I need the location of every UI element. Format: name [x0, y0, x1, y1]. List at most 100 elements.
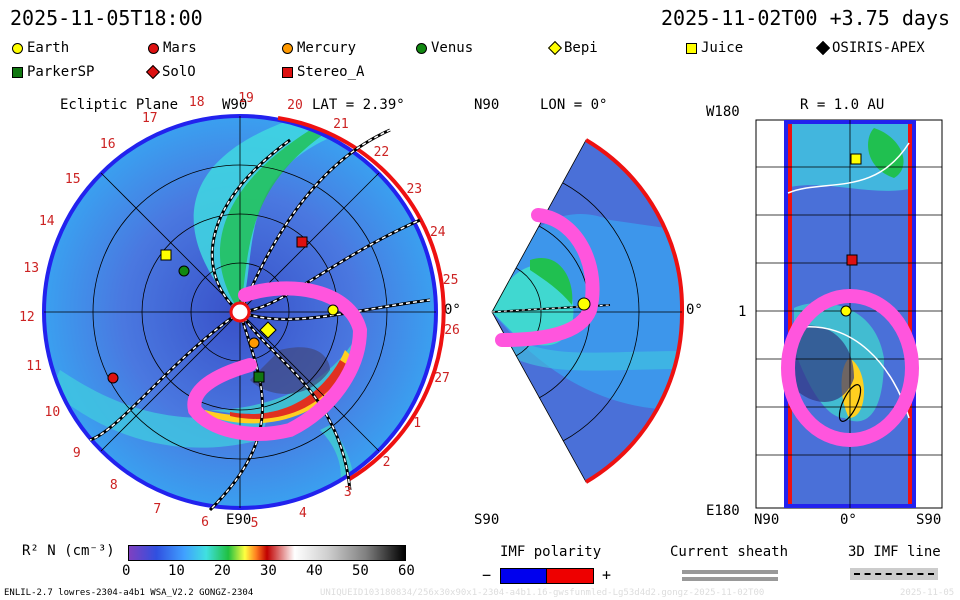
colorbar-tick-label: 60	[398, 563, 415, 579]
ecliptic-tick-label: 18	[188, 95, 205, 111]
ecliptic-tick-label: 22	[373, 144, 390, 160]
meridional-lon: LON = 0°	[540, 97, 608, 113]
parkersp-marker	[253, 371, 265, 383]
imf-positive-swatch	[546, 568, 594, 584]
ecliptic-tick-label: 19	[238, 91, 254, 107]
ecliptic-tick-label: 3	[343, 485, 352, 501]
meridional-top-label: N90	[474, 97, 500, 113]
ecliptic-tick-label: 26	[444, 322, 460, 338]
earth-marker-meridional	[577, 297, 591, 311]
colorbar-label: R² N (cm⁻³)	[22, 543, 115, 559]
ecliptic-tick-label: 27	[434, 370, 450, 386]
legend-item-bepi: Bepi	[547, 40, 598, 56]
ecliptic-plane-plot	[42, 114, 446, 512]
legend-label: Venus	[431, 40, 474, 56]
square-marker-icon	[12, 66, 23, 78]
diamond-marker-icon	[547, 40, 563, 56]
ecliptic-lat: LAT = 2.39°	[312, 97, 405, 113]
ecliptic-tick-label: 7	[153, 501, 162, 517]
footer-run-id: UNIQUEID103180834/256x30x90x1-2304-a4b1.…	[320, 588, 765, 598]
colorbar-tick-label: 10	[168, 563, 185, 579]
legend-label: Bepi	[564, 40, 598, 56]
ecliptic-bottom-label: E90	[226, 512, 252, 528]
timestamp-right: 2025-11-02T00 +3.75 days	[661, 6, 950, 30]
circle-marker-icon	[282, 42, 293, 54]
imf-negative-swatch	[500, 568, 548, 584]
imf-plus: +	[602, 566, 612, 584]
ecliptic-right-label: 0°	[444, 302, 461, 318]
stereo-a-marker-radial	[846, 254, 858, 266]
legend-label: OSIRIS-APEX	[832, 40, 925, 56]
earth-marker	[327, 304, 339, 316]
meridional-right-label: 0°	[686, 302, 703, 318]
stereo-a-marker	[296, 236, 308, 248]
legend-item-mercury: Mercury	[282, 40, 356, 56]
ecliptic-tick-label: 20	[287, 98, 303, 114]
legend-item-earth: Earth	[12, 40, 69, 56]
radial-top-label: W180	[706, 104, 740, 120]
ecliptic-top-label: W90	[222, 97, 248, 113]
ecliptic-tick-label: 5	[250, 516, 259, 532]
ecliptic-tick-label: 17	[141, 110, 158, 126]
density-colorbar	[128, 545, 406, 561]
earth-marker-radial	[840, 305, 852, 317]
ecliptic-tick-label: 10	[44, 405, 61, 421]
legend-label: Earth	[27, 40, 70, 56]
juice-marker-radial	[850, 153, 862, 165]
timestamp-left: 2025-11-05T18:00	[10, 6, 203, 30]
radial-bottom-label: E180	[706, 503, 740, 519]
legend-label: ParkerSP	[27, 64, 95, 80]
bepi-marker	[259, 321, 277, 339]
diamond-marker-icon	[145, 64, 161, 80]
ecliptic-tick-label: 23	[406, 181, 423, 197]
legend-label: Mars	[163, 40, 197, 56]
square-marker-icon	[282, 66, 293, 78]
radial-plot	[755, 119, 943, 509]
meridional-bottom-label: S90	[474, 512, 500, 528]
legend-label: Mercury	[297, 40, 357, 56]
imf-line-swatch	[850, 568, 938, 580]
circle-marker-icon	[148, 42, 159, 54]
ecliptic-title: Ecliptic Plane	[60, 97, 179, 113]
imf-polarity-title: IMF polarity	[500, 544, 602, 560]
current-sheath-title: Current sheath	[670, 544, 789, 560]
circle-marker-icon	[12, 42, 23, 54]
imf-minus: −	[482, 566, 492, 584]
colorbar-tick-label: 50	[352, 563, 369, 579]
ecliptic-tick-label: 21	[333, 116, 349, 132]
current-sheath-swatch-1	[682, 570, 778, 574]
ecliptic-tick-label: 6	[201, 514, 209, 530]
meridional-plot	[491, 138, 685, 484]
radial-x-mid: 0°	[840, 512, 857, 528]
ecliptic-tick-label: 24	[429, 225, 446, 241]
radial-r-label: R = 1.0 AU	[800, 97, 885, 113]
ecliptic-tick-label: 2	[382, 454, 391, 470]
cme-highlight-meridional	[495, 208, 600, 347]
legend-item-juice: Juice	[686, 40, 743, 56]
circle-marker-icon	[416, 42, 427, 54]
ecliptic-tick-label: 8	[109, 478, 118, 494]
legend-label: Stereo_A	[297, 64, 365, 80]
colorbar-tick-label: 30	[260, 563, 277, 579]
ecliptic-tick-label: 14	[38, 213, 55, 229]
ecliptic-tick-label: 25	[442, 273, 459, 289]
mercury-marker	[248, 337, 260, 349]
venus-marker	[178, 265, 190, 277]
legend-label: Juice	[701, 40, 744, 56]
cme-highlight-radial	[781, 289, 919, 447]
sun-marker	[229, 301, 251, 323]
ecliptic-tick-label: 13	[23, 260, 40, 276]
legend-item-solo: SolO	[145, 64, 196, 80]
diamond-marker-icon	[815, 40, 831, 56]
ecliptic-tick-label: 15	[64, 171, 81, 187]
radial-x-right: S90	[916, 512, 942, 528]
footer-model: ENLIL-2.7 lowres-2304-a4b1 WSA_V2.2 GONG…	[4, 588, 254, 598]
ecliptic-tick-label: 11	[26, 359, 42, 375]
legend-item-stereo-a: Stereo_A	[282, 64, 364, 80]
current-sheath-swatch-2	[682, 577, 778, 581]
colorbar-tick-label: 20	[214, 563, 231, 579]
imf-line-title: 3D IMF line	[848, 544, 941, 560]
ecliptic-tick-label: 1	[413, 415, 422, 431]
radial-mid-label: 1	[738, 304, 747, 320]
legend-item-mars: Mars	[148, 40, 197, 56]
